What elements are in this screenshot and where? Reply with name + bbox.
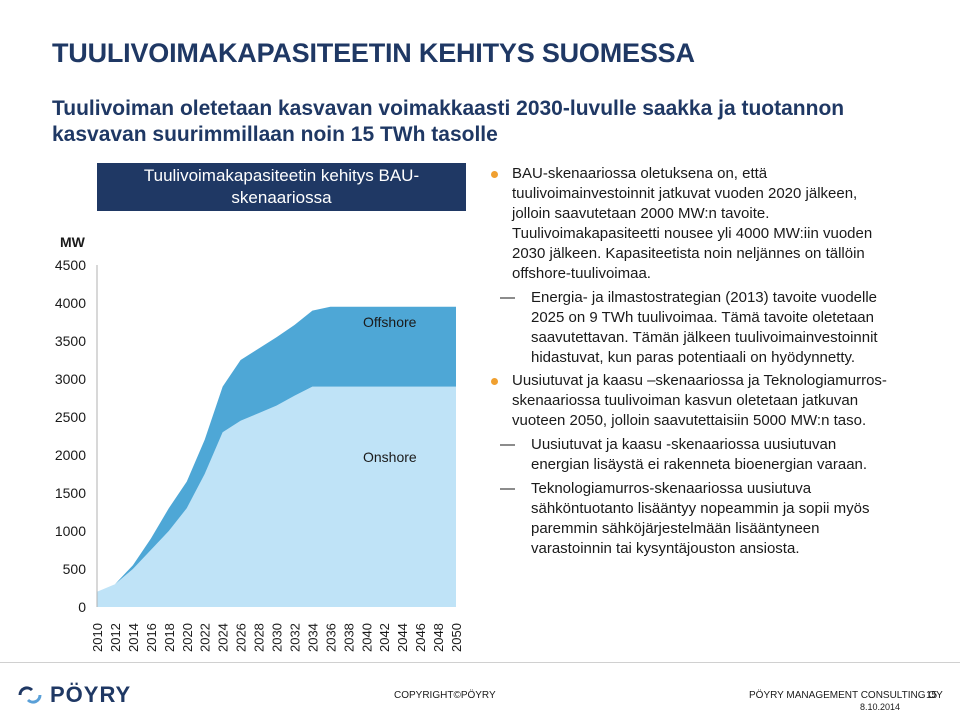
x-tick-label: 2020 <box>180 623 195 652</box>
x-tick-label: 2036 <box>323 623 338 652</box>
x-tick-label: 2028 <box>252 623 267 652</box>
x-tick-label: 2026 <box>234 623 249 652</box>
bullet-dot-icon <box>491 171 498 178</box>
x-tick-label: 2050 <box>449 623 464 652</box>
y-tick-label: 500 <box>63 561 87 577</box>
chart-areas <box>97 306 456 607</box>
y-tick-label: 4000 <box>55 295 86 311</box>
x-tick-label: 2030 <box>270 623 285 652</box>
y-tick-label: 1500 <box>55 485 86 501</box>
logo-text: PÖYRY <box>50 682 132 707</box>
y-tick-label: 2000 <box>55 447 86 463</box>
chart-title: Tuulivoimakapasiteetin kehitys BAU- sken… <box>97 163 466 211</box>
x-tick-label: 2024 <box>216 623 231 652</box>
bullet-text: Uusiutuvat ja kaasu –skenaariossa ja Tek… <box>512 372 887 429</box>
y-tick-label: 1000 <box>55 523 86 539</box>
bullet-item-1: BAU-skenaariossa oletuksena on, että tuu… <box>489 164 934 284</box>
bullet-text: BAU-skenaariossa oletuksena on, että tuu… <box>512 165 873 282</box>
x-tick-label: 2042 <box>377 623 392 652</box>
page-number: 15 <box>926 690 938 701</box>
company-name: PÖYRY MANAGEMENT CONSULTING OY <box>749 690 943 701</box>
x-tick-label: 2032 <box>287 623 302 652</box>
page-title: TUULIVOIMAKAPASITEETIN KEHITYS SUOMESSA <box>52 38 695 68</box>
bullet-list: BAU-skenaariossa oletuksena on, että tuu… <box>489 164 934 562</box>
page-subtitle: Tuulivoiman oletetaan kasvavan voimakkaa… <box>52 97 845 146</box>
y-tick-label: 3000 <box>55 371 86 387</box>
dash-icon: — <box>500 289 515 306</box>
x-tick-label: 2038 <box>341 623 356 652</box>
sub-bullet-item-1: — Energia- ja ilmastostrategian (2013) t… <box>489 288 934 368</box>
sub-bullet-item-2: — Uusiutuvat ja kaasu -skenaariossa uusi… <box>489 435 934 475</box>
chart-title-line-2: skenaariossa <box>231 188 332 207</box>
dash-icon: — <box>500 436 515 453</box>
bullet-item-2: Uusiutuvat ja kaasu –skenaariossa ja Tek… <box>489 371 934 431</box>
series-area-onshore <box>97 386 456 607</box>
copyright-text: COPYRIGHT©PÖYRY <box>394 690 496 701</box>
y-tick-label: 4500 <box>55 257 86 273</box>
dash-icon: — <box>500 480 515 497</box>
x-tick-label: 2022 <box>198 623 213 652</box>
sub-bullet-text: Energia- ja ilmastostrategian (2013) tav… <box>531 289 878 366</box>
y-tick-label: 3500 <box>55 333 86 349</box>
y-tick-labels: 0 500 1000 1500 2000 2500 3000 3500 4000 4500 <box>55 257 86 615</box>
y-tick-label: 2500 <box>55 409 86 425</box>
footer-divider <box>0 662 960 663</box>
x-tick-label: 2048 <box>431 623 446 652</box>
sub-bullet-text: Uusiutuvat ja kaasu -skenaariossa uusiut… <box>531 436 868 473</box>
x-tick-label: 2014 <box>126 623 141 652</box>
offshore-series-label: Offshore <box>363 314 417 330</box>
x-tick-label: 2012 <box>108 623 123 652</box>
onshore-series-label: Onshore <box>363 449 417 465</box>
poyry-logo: PÖYRY <box>18 682 131 708</box>
y-axis-unit: MW <box>60 234 85 250</box>
poyry-logo-icon <box>18 686 42 704</box>
x-tick-label: 2018 <box>162 623 177 652</box>
x-tick-label: 2044 <box>395 623 410 652</box>
series-area-offshore <box>97 306 456 592</box>
x-tick-labels: 2010 2012 2014 2016 2018 2020 2022 2024 2026 2028… <box>90 623 464 652</box>
chart-title-line-1: Tuulivoimakapasiteetin kehitys BAU- <box>143 166 420 185</box>
x-tick-label: 2010 <box>90 623 105 652</box>
x-tick-label: 2040 <box>359 623 374 652</box>
x-tick-label: 2016 <box>144 623 159 652</box>
y-tick-label: 0 <box>78 599 86 615</box>
sub-bullet-item-3: — Teknologiamurros-skenaariossa uusiutuv… <box>489 479 934 559</box>
footer-date: 8.10.2014 <box>860 702 901 712</box>
bullet-dot-icon <box>491 378 498 385</box>
x-tick-label: 2034 <box>305 623 320 652</box>
sub-bullet-text: Teknologiamurros-skenaariossa uusiutuva … <box>531 480 870 557</box>
x-tick-label: 2046 <box>413 623 428 652</box>
